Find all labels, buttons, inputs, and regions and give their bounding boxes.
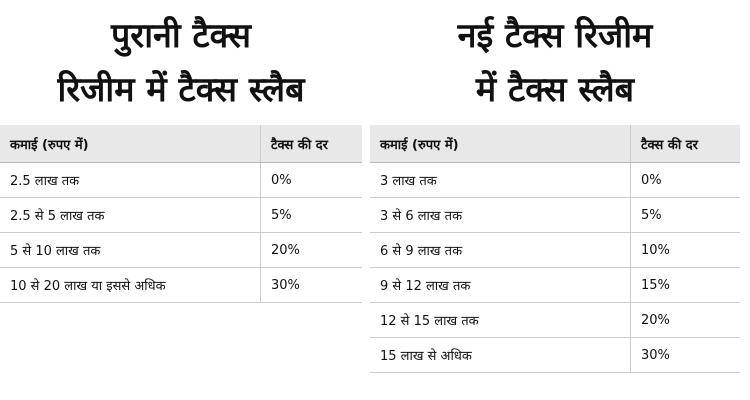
title-line: रिजीम में टैक्स स्लैब bbox=[57, 69, 305, 110]
header-cell: कमाई (रुपए में) bbox=[370, 125, 631, 163]
cell: 15 लाख से अधिक bbox=[370, 337, 631, 373]
cell: 0% bbox=[630, 162, 740, 198]
tax-table: कमाई (रुपए में) टैक्स की दर 2.5 लाख तक 0% 2.… bbox=[0, 125, 362, 303]
old-regime-panel: पुरानी टैक्स रिजीम में टैक्स स्लैब कमाई (र… bbox=[0, 0, 362, 303]
cell: 30% bbox=[260, 267, 362, 303]
title: पुरानी टैक्स रिजीम में टैक्स स्लैब bbox=[0, 0, 362, 125]
title-line: में टैक्स स्लैब bbox=[475, 69, 635, 110]
cell: 5 से 10 लाख तक bbox=[0, 232, 261, 268]
cell: 0% bbox=[260, 162, 362, 198]
cell: 2.5 से 5 लाख तक bbox=[0, 197, 261, 233]
row: 3 लाख तक 0% bbox=[370, 162, 740, 198]
cell: 3 लाख तक bbox=[370, 162, 631, 198]
header-row: कमाई (रुपए में) टैक्स की दर bbox=[370, 125, 740, 163]
row: 5 से 10 लाख तक 20% bbox=[0, 232, 362, 268]
cell: 2.5 लाख तक bbox=[0, 162, 261, 198]
row: 12 से 15 लाख तक 20% bbox=[370, 302, 740, 338]
tax-table: कमाई (रुपए में) टैक्स की दर 3 लाख तक 0% 3 से… bbox=[370, 125, 740, 373]
row: 3 से 6 लाख तक 5% bbox=[370, 197, 740, 233]
cell: 12 से 15 लाख तक bbox=[370, 302, 631, 338]
row: 6 से 9 लाख तक 10% bbox=[370, 232, 740, 268]
header-row: कमाई (रुपए में) टैक्स की दर bbox=[0, 125, 362, 163]
title-line: नई टैक्स रिजीम bbox=[457, 15, 653, 56]
row: 15 लाख से अधिक 30% bbox=[370, 337, 740, 373]
row: 9 से 12 लाख तक 15% bbox=[370, 267, 740, 303]
cell: 10 से 20 लाख या इससे अधिक bbox=[0, 267, 261, 303]
new-regime-panel: नई टैक्स रिजीम में टैक्स स्लैब कमाई (रुपए … bbox=[370, 0, 740, 373]
title: नई टैक्स रिजीम में टैक्स स्लैब bbox=[370, 0, 740, 125]
cell: 20% bbox=[630, 302, 740, 338]
row: 2.5 से 5 लाख तक 5% bbox=[0, 197, 362, 233]
row: 2.5 लाख तक 0% bbox=[0, 162, 362, 198]
header-cell: टैक्स की दर bbox=[630, 125, 740, 163]
header-cell: टैक्स की दर bbox=[260, 125, 362, 163]
cell: 15% bbox=[630, 267, 740, 303]
cell: 6 से 9 लाख तक bbox=[370, 232, 631, 268]
row: 10 से 20 लाख या इससे अधिक 30% bbox=[0, 267, 362, 303]
cell: 30% bbox=[630, 337, 740, 373]
cell: 5% bbox=[260, 197, 362, 233]
cell: 3 से 6 लाख तक bbox=[370, 197, 631, 233]
cell: 10% bbox=[630, 232, 740, 268]
cell: 5% bbox=[630, 197, 740, 233]
cell: 20% bbox=[260, 232, 362, 268]
cell: 9 से 12 लाख तक bbox=[370, 267, 631, 303]
header-cell: कमाई (रुपए में) bbox=[0, 125, 261, 163]
title-line: पुरानी टैक्स bbox=[111, 15, 251, 56]
